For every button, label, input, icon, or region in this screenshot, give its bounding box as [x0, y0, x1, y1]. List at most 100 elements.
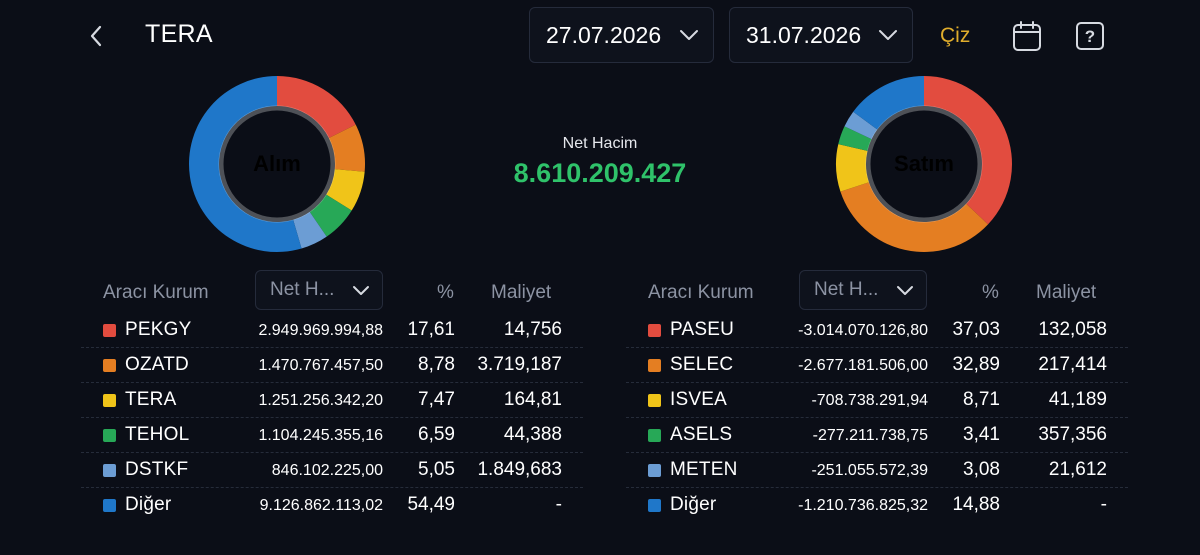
- net-volume-cell: 1.104.245.355,16: [258, 427, 383, 444]
- cost-cell: 21,612: [1048, 459, 1107, 480]
- broker-code: ASELS: [670, 424, 733, 445]
- buy-sort-select[interactable]: Net H...: [255, 270, 383, 310]
- cost-cell: 14,756: [503, 319, 562, 340]
- sell-donut-segment-asels[interactable]: [838, 126, 872, 151]
- buy-broker-header: Aracı Kurum: [103, 282, 209, 303]
- net-volume-cell: 1.470.767.457,50: [258, 357, 383, 374]
- cost-cell: 41,189: [1048, 389, 1107, 410]
- sell-table: PASEU -3.014.070.126,80 37,03 132,058 SE…: [626, 313, 1128, 523]
- color-swatch: [103, 359, 116, 372]
- buy-donut-segment-diğer[interactable]: [189, 76, 302, 252]
- broker-code: TEHOL: [125, 424, 190, 445]
- net-volume-value: 8.610.209.427: [513, 158, 687, 188]
- buy-cost-header: Maliyet: [491, 282, 552, 303]
- color-swatch: [103, 324, 116, 337]
- color-swatch: [103, 499, 116, 512]
- cost-cell: -: [1100, 494, 1107, 515]
- percent-cell: 3,41: [963, 424, 1000, 445]
- broker-code: DSTKF: [125, 459, 189, 480]
- table-row[interactable]: SELEC -2.677.181.506,00 32,89 217,414: [626, 348, 1128, 383]
- cost-cell: 132,058: [1038, 319, 1107, 340]
- cost-cell: -: [555, 494, 562, 515]
- broker-code: SELEC: [670, 354, 734, 375]
- percent-cell: 14,88: [952, 494, 1000, 515]
- sell-donut-segment-diğer[interactable]: [853, 76, 924, 130]
- back-button[interactable]: [80, 18, 112, 54]
- buy-donut-segment-ozatd[interactable]: [328, 124, 365, 172]
- sell-donut-segment-meten[interactable]: [844, 111, 878, 140]
- sell-cost-header: Maliyet: [1036, 282, 1097, 303]
- table-row[interactable]: TEHOL 1.104.245.355,16 6,59 44,388: [81, 418, 583, 453]
- buy-donut-segment-tera[interactable]: [326, 169, 365, 211]
- color-swatch: [103, 429, 116, 442]
- broker-code: OZATD: [125, 354, 189, 375]
- net-volume-cell: -708.738.291,94: [811, 392, 928, 409]
- svg-text:?: ?: [1085, 27, 1095, 46]
- broker-code: Diğer: [125, 494, 172, 515]
- broker-code: METEN: [670, 459, 738, 480]
- net-volume-cell: 1.251.256.342,20: [258, 392, 383, 409]
- buy-donut-segment-dstkf[interactable]: [293, 211, 327, 249]
- table-row[interactable]: ASELS -277.211.738,75 3,41 357,356: [626, 418, 1128, 453]
- calendar-button[interactable]: [1010, 18, 1044, 54]
- chevron-down-icon: [680, 30, 698, 40]
- cost-cell: 217,414: [1038, 354, 1107, 375]
- color-swatch: [648, 464, 661, 477]
- broker-code: PEKGY: [125, 319, 192, 340]
- table-row[interactable]: Diğer -1.210.736.825,32 14,88 -: [626, 488, 1128, 523]
- buy-table: PEKGY 2.949.969.994,88 17,61 14,756 OZAT…: [81, 313, 583, 523]
- percent-cell: 3,08: [963, 459, 1000, 480]
- percent-cell: 7,47: [418, 389, 455, 410]
- help-icon: ?: [1076, 22, 1104, 50]
- start-date-select[interactable]: 27.07.2026: [529, 7, 714, 63]
- sell-sort-select[interactable]: Net H...: [799, 270, 927, 310]
- percent-cell: 32,89: [952, 354, 1000, 375]
- sell-donut-segment-paseu[interactable]: [924, 76, 1012, 225]
- percent-cell: 6,59: [418, 424, 455, 445]
- buy-donut-chart: Alım: [189, 76, 365, 252]
- color-swatch: [648, 499, 661, 512]
- start-date-value: 27.07.2026: [546, 21, 662, 48]
- end-date-select[interactable]: 31.07.2026: [729, 7, 913, 63]
- table-row[interactable]: PEKGY 2.949.969.994,88 17,61 14,756: [81, 313, 583, 348]
- sell-donut-segment-selec[interactable]: [840, 182, 989, 253]
- sell-pct-header: %: [982, 282, 999, 303]
- sell-donut-chart: Satım: [836, 76, 1012, 253]
- table-row[interactable]: DSTKF 846.102.225,00 5,05 1.849,683: [81, 453, 583, 488]
- net-volume-cell: -2.677.181.506,00: [798, 357, 928, 374]
- table-row[interactable]: TERA 1.251.256.342,20 7,47 164,81: [81, 383, 583, 418]
- net-volume-cell: -3.014.070.126,80: [798, 322, 928, 339]
- percent-cell: 17,61: [407, 319, 455, 340]
- buy-donut-segment-tehol[interactable]: [309, 194, 352, 237]
- color-swatch: [648, 359, 661, 372]
- buy-donut-label: Alım: [253, 151, 301, 176]
- color-swatch: [648, 394, 661, 407]
- page-title: TERA: [145, 20, 213, 48]
- help-button[interactable]: ?: [1073, 18, 1107, 54]
- net-volume-cell: 2.949.969.994,88: [258, 322, 383, 339]
- cost-cell: 1.849,683: [477, 459, 562, 480]
- percent-cell: 8,71: [963, 389, 1000, 410]
- calendar-icon: [1013, 21, 1041, 51]
- color-swatch: [648, 324, 661, 337]
- broker-code: TERA: [125, 389, 177, 410]
- sell-donut-label: Satım: [894, 151, 954, 176]
- table-row[interactable]: PASEU -3.014.070.126,80 37,03 132,058: [626, 313, 1128, 348]
- cost-cell: 44,388: [503, 424, 562, 445]
- percent-cell: 8,78: [418, 354, 455, 375]
- end-date-value: 31.07.2026: [746, 21, 862, 48]
- percent-cell: 54,49: [407, 494, 455, 515]
- chevron-down-icon: [353, 285, 369, 295]
- buy-donut-segment-pekgy[interactable]: [277, 76, 356, 139]
- net-volume-cell: 846.102.225,00: [271, 462, 383, 479]
- net-volume-cell: -277.211.738,75: [812, 427, 928, 444]
- table-row[interactable]: OZATD 1.470.767.457,50 8,78 3.719,187: [81, 348, 583, 383]
- table-row[interactable]: METEN -251.055.572,39 3,08 21,612: [626, 453, 1128, 488]
- cost-cell: 357,356: [1038, 424, 1107, 445]
- table-row[interactable]: ISVEA -708.738.291,94 8,71 41,189: [626, 383, 1128, 418]
- broker-code: Diğer: [670, 494, 717, 515]
- draw-button[interactable]: Çiz: [940, 24, 971, 47]
- table-row[interactable]: Diğer 9.126.862.113,02 54,49 -: [81, 488, 583, 523]
- sell-donut-segment-isvea[interactable]: [836, 144, 869, 192]
- broker-code: ISVEA: [670, 389, 727, 410]
